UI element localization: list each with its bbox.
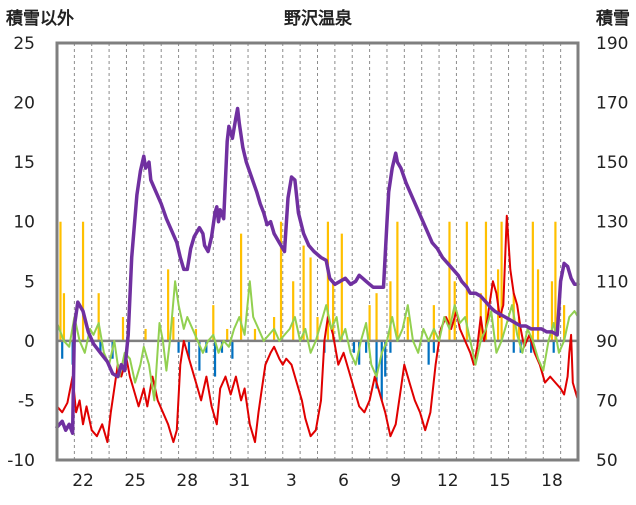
snowfall-bar [292,281,295,341]
snowfall-bar [448,221,451,341]
snowfall-bar [226,328,229,341]
precip-bar [552,340,555,353]
snowfall-bar [531,221,534,341]
snowfall-bar [167,269,170,341]
chart-title: 野沢温泉 [284,8,353,29]
precip-bar [427,340,430,365]
precip-bar [512,340,515,353]
snowfall-bar [332,281,335,341]
precip-bar [231,340,234,359]
snowfall-bar [326,221,330,341]
snowfall-bar [406,317,409,341]
snowfall-bar [59,221,62,341]
precip-bar [352,340,356,353]
x-tick-label: 28 [176,471,198,491]
snowfall-bar [239,233,243,341]
x-tick-label: 25 [124,471,146,491]
right-tick-label: 170 [596,94,628,114]
left-tick-label: 10 [13,213,35,233]
snowfall-bar [309,257,312,341]
precip-bar [177,340,180,353]
left-tick-label: -5 [18,391,35,411]
snow-depth-line [55,106,580,435]
right-tick-label: 50 [596,451,618,471]
precip-bar [384,340,387,377]
right-axis-title: 積雪 [596,8,630,29]
x-tick-label: 22 [72,471,94,491]
line-series [55,106,580,444]
wind-line [56,280,579,402]
precip-bar [380,340,383,401]
snowfall-bar [453,281,456,341]
x-tick-label: 12 [437,471,459,491]
snowfall-bar [340,233,343,341]
precip-bar [61,340,64,359]
snowfall-bar [500,221,503,341]
right-tick-label: 70 [596,391,618,411]
snowfall-bar [302,245,305,341]
right-tick-label: 150 [596,153,628,173]
precip-bar [99,340,102,353]
precip-bar [432,340,435,353]
snowfall-bar [172,317,175,341]
snowfall-bar [389,281,392,341]
plot-frame [55,41,580,462]
left-tick-label: 20 [13,94,35,114]
snowfall-bar [396,221,399,341]
x-tick-label: 31 [229,471,251,491]
right-tick-label: 190 [596,34,628,54]
snowfall-bar [121,317,125,341]
left-tick-label: 5 [24,272,35,292]
snowfall-bar [375,293,378,341]
x-tick-label: 15 [489,471,511,491]
x-axis-ticks: 22 25 28 31 3 6 9 12 15 18 [72,471,563,491]
precip-bar [187,340,191,359]
left-tick-label: -10 [7,451,35,471]
x-tick-label: 18 [541,471,563,491]
snowfall-bar [212,305,215,341]
right-axis-ticks: 50 70 90 110 130 150 170 190 [596,34,628,471]
snowfall-bar [465,221,468,341]
x-tick-label: 9 [390,471,401,491]
right-tick-label: 110 [596,272,628,292]
snowfall-bar [144,328,147,341]
snowfall-bar [484,221,488,341]
left-tick-label: 0 [24,332,35,352]
snowfall-bar [279,221,283,341]
left-axis-title: 積雪以外 [6,8,74,29]
precip-bar [198,340,201,371]
temperature-line [56,214,579,444]
snowfall-bar [554,221,557,341]
precip-bar [365,340,368,353]
snowfall-bar [81,221,85,341]
precip-bar [375,340,378,389]
precip-bar [389,340,392,353]
right-tick-label: 130 [596,213,628,233]
snowfall-bar [517,317,521,341]
precip-bar [530,340,533,353]
snowfall-bar [316,317,319,341]
left-tick-label: 25 [13,34,35,54]
right-tick-label: 90 [596,332,618,352]
snowfall-bar [253,328,257,341]
snowfall-bar [550,281,554,341]
left-axis-ticks: -10 -5 0 5 10 15 20 25 [7,34,35,471]
precip-bar [213,340,217,377]
snowfall-bar [563,305,566,341]
snowfall-bar [62,293,66,341]
x-tick-label: 6 [338,471,349,491]
snowfall-bar [432,305,435,341]
snowfall-bar [97,293,100,341]
snowfall-bar [368,305,371,341]
left-tick-label: 15 [13,153,35,173]
snowfall-bar [536,269,540,341]
x-tick-label: 3 [286,471,297,491]
